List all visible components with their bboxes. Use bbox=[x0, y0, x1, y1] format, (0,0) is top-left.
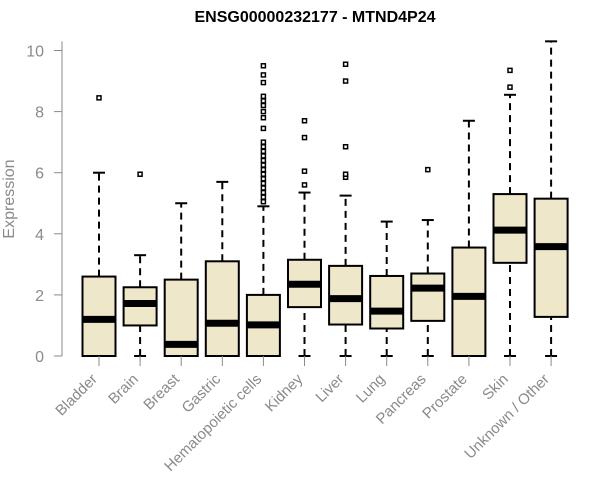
outlier-point bbox=[260, 102, 267, 109]
outlier-point bbox=[260, 72, 267, 78]
y-axis-label: Expression bbox=[1, 159, 18, 238]
outlier-point bbox=[342, 78, 349, 84]
x-category-label: Prostate bbox=[419, 371, 471, 423]
outlier-point bbox=[260, 162, 267, 168]
y-tick-label: 0 bbox=[35, 349, 44, 366]
outlier-point bbox=[260, 139, 267, 145]
outlier-point bbox=[260, 176, 267, 182]
chart-title: ENSG00000232177 - MTND4P24 bbox=[194, 9, 435, 26]
outlier-point bbox=[260, 194, 267, 200]
outlier-point bbox=[137, 171, 143, 177]
outlier-point bbox=[260, 171, 267, 177]
outlier-point bbox=[260, 114, 267, 121]
outlier-point bbox=[260, 143, 267, 150]
outlier-point bbox=[260, 63, 267, 69]
outlier-point bbox=[425, 166, 431, 173]
outlier-point bbox=[342, 171, 349, 177]
y-tick-label: 4 bbox=[35, 227, 44, 244]
outlier-point bbox=[507, 67, 513, 74]
outlier-point bbox=[260, 180, 267, 187]
x-category-label: Liver bbox=[312, 371, 347, 406]
x-category-label: Breast bbox=[140, 370, 183, 413]
outlier-point bbox=[260, 185, 267, 191]
x-category-label: Skin bbox=[479, 371, 512, 404]
box-prostate bbox=[451, 246, 487, 357]
outlier-point bbox=[260, 157, 267, 164]
y-tick-label: 8 bbox=[35, 105, 44, 122]
outlier-point bbox=[507, 84, 513, 90]
outlier-point bbox=[260, 79, 267, 86]
outlier-point bbox=[342, 61, 349, 67]
outlier-point bbox=[260, 189, 267, 196]
y-tick-label: 2 bbox=[35, 288, 44, 305]
outlier-point bbox=[342, 143, 349, 150]
outlier-point bbox=[260, 125, 267, 132]
outlier-point bbox=[301, 182, 308, 188]
box-pancreas bbox=[410, 272, 446, 322]
x-category-label: Lung bbox=[353, 371, 389, 407]
outlier-point bbox=[301, 168, 308, 174]
outlier-point bbox=[96, 95, 102, 101]
x-category-label: Bladder bbox=[52, 371, 101, 420]
y-tick-label: 10 bbox=[26, 44, 44, 61]
outlier-point bbox=[260, 153, 267, 159]
box-gastric bbox=[204, 260, 240, 358]
box-unknown-other bbox=[533, 197, 569, 318]
outlier-point bbox=[260, 93, 267, 100]
y-tick-label: 6 bbox=[35, 166, 44, 183]
outlier-point bbox=[260, 108, 267, 115]
x-category-label: Brain bbox=[105, 371, 142, 408]
outlier-point bbox=[301, 118, 308, 124]
outlier-point bbox=[301, 134, 308, 141]
outlier-point bbox=[260, 198, 267, 205]
x-category-label: Kidney bbox=[262, 370, 307, 415]
box-lung bbox=[369, 274, 405, 330]
outlier-point bbox=[260, 98, 267, 104]
outlier-point bbox=[260, 148, 267, 155]
outlier-point bbox=[260, 166, 267, 173]
